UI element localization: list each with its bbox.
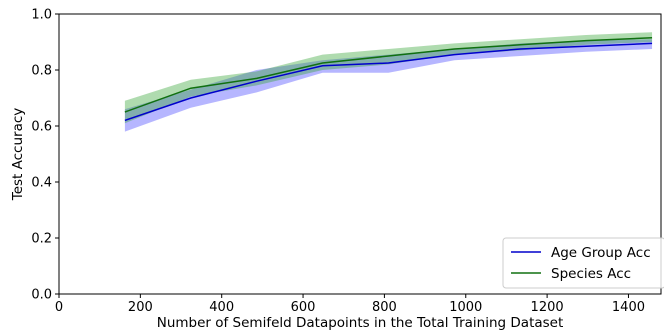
series-line-1	[124, 37, 653, 113]
y-tick-label: 1.0	[31, 8, 52, 23]
y-tick-label: 0.6	[31, 120, 52, 135]
x-axis: 0 200 400 600 800 1000 1200 1400	[55, 294, 645, 315]
confidence-band-0	[124, 39, 653, 132]
legend-entry-1: Species Acc	[551, 266, 631, 282]
x-axis-label: Number of Semifeld Datapoints in the Tot…	[157, 315, 564, 331]
series-lines	[124, 37, 653, 122]
x-tick-label: 200	[128, 300, 153, 315]
confidence-bands	[124, 32, 653, 132]
x-tick-label: 800	[372, 300, 397, 315]
y-tick-label: 0.4	[31, 176, 52, 191]
y-axis: 0.0 0.2 0.4 0.6 0.8 1.0	[31, 8, 59, 303]
x-tick-label: 1200	[531, 300, 564, 315]
series-line-0	[124, 42, 653, 122]
legend-box	[502, 237, 664, 289]
legend-entry-0: Age Group Acc	[551, 245, 651, 261]
x-tick-label: 600	[291, 300, 316, 315]
x-tick-label: 1400	[612, 300, 645, 315]
legend: Age Group Acc Species Acc	[502, 237, 664, 289]
y-axis-label: Test Accuracy	[10, 108, 26, 202]
confidence-band-1	[124, 32, 653, 124]
y-tick-label: 0.2	[31, 232, 52, 247]
plot-frame	[58, 13, 662, 295]
x-tick-label: 1000	[449, 300, 482, 315]
y-tick-label: 0.0	[31, 288, 52, 303]
x-tick-label: 400	[209, 300, 234, 315]
y-tick-label: 0.8	[31, 64, 52, 79]
x-tick-label: 0	[55, 300, 63, 315]
